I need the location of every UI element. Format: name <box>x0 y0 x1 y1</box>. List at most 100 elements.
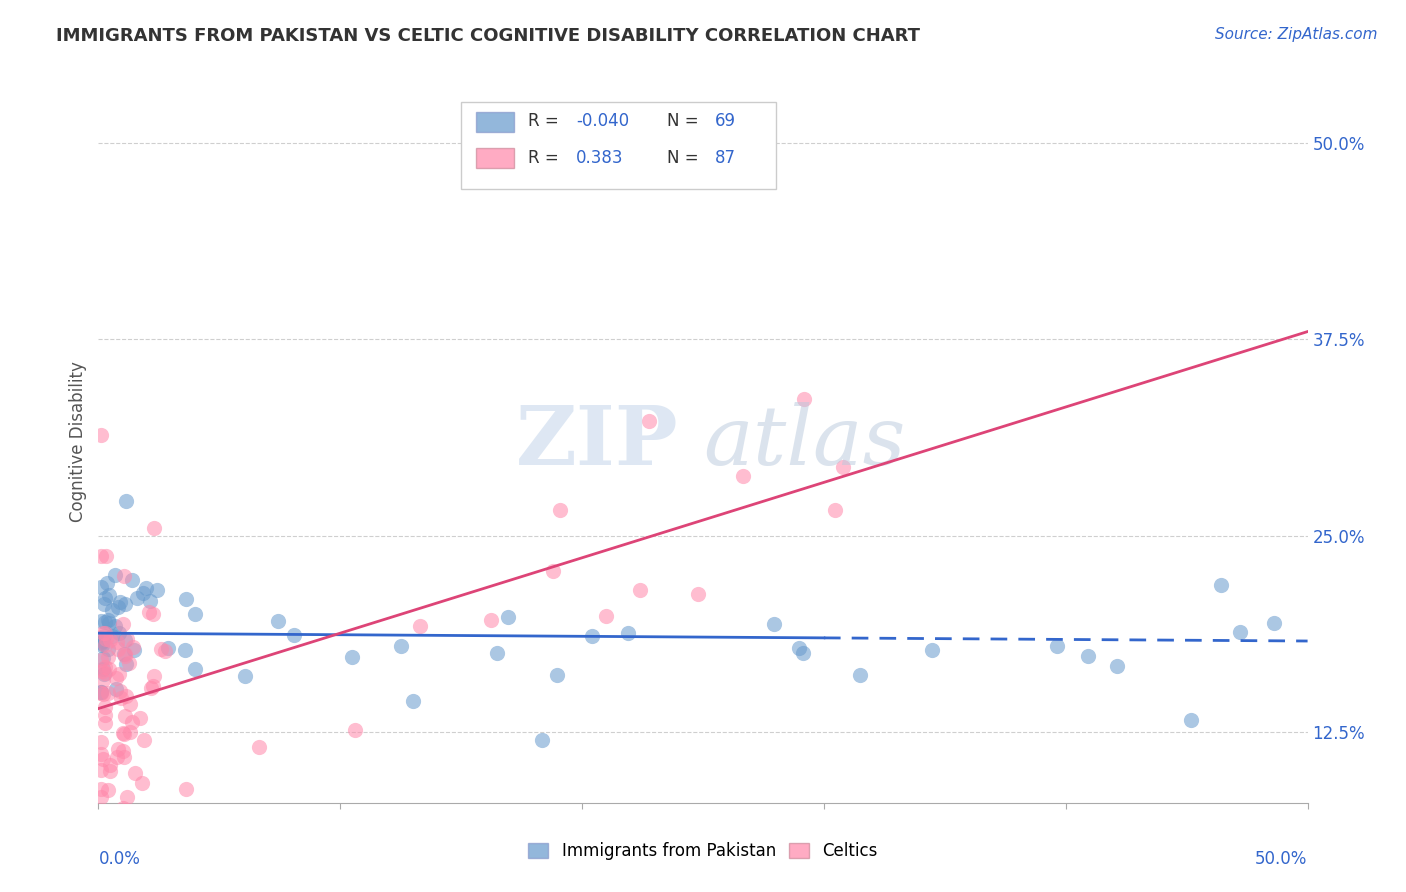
Text: 87: 87 <box>716 149 737 167</box>
Point <box>616 625 638 640</box>
Point <box>638 414 661 428</box>
Point <box>98 758 121 772</box>
Point <box>1180 713 1202 727</box>
Point <box>115 790 138 805</box>
Point <box>762 617 785 632</box>
Text: N =: N = <box>666 149 703 167</box>
FancyBboxPatch shape <box>475 148 515 169</box>
Point <box>91 625 114 640</box>
Point <box>97 686 120 700</box>
Point <box>115 632 138 647</box>
Point <box>149 641 172 656</box>
Point <box>184 607 207 621</box>
Y-axis label: Cognitive Disability: Cognitive Disability <box>69 361 87 522</box>
Point <box>111 826 134 840</box>
Point <box>112 617 135 632</box>
Point <box>90 789 112 804</box>
Point <box>122 640 145 655</box>
Point <box>94 716 117 731</box>
Point <box>100 629 122 643</box>
Point <box>115 494 138 508</box>
Point <box>114 709 136 723</box>
Point <box>114 689 136 703</box>
Point <box>104 567 127 582</box>
Point <box>90 685 112 699</box>
Point <box>541 564 564 578</box>
Point <box>94 632 117 646</box>
Point <box>104 671 127 685</box>
Text: -0.040: -0.040 <box>576 112 628 130</box>
Point <box>97 783 120 797</box>
Point <box>402 694 425 708</box>
Point <box>139 593 162 607</box>
Point <box>90 764 112 778</box>
FancyBboxPatch shape <box>475 112 515 132</box>
Point <box>184 662 207 676</box>
Point <box>97 662 120 676</box>
Point <box>112 749 135 764</box>
Point <box>107 641 129 656</box>
Point <box>108 595 131 609</box>
Point <box>132 585 155 599</box>
Point <box>90 781 112 796</box>
Point <box>173 643 195 657</box>
Point <box>90 614 112 628</box>
Point <box>356 847 378 862</box>
Point <box>174 591 197 606</box>
Point <box>146 583 169 598</box>
Point <box>105 681 128 696</box>
Point <box>343 723 366 737</box>
Point <box>142 607 165 622</box>
Point <box>174 781 197 796</box>
Point <box>90 735 112 749</box>
Point <box>90 428 112 442</box>
Point <box>107 742 129 756</box>
Point <box>114 648 136 662</box>
Point <box>91 687 114 701</box>
Text: 50.0%: 50.0% <box>1256 850 1308 868</box>
Point <box>93 673 115 687</box>
Point <box>530 733 553 747</box>
Point <box>832 460 855 475</box>
Point <box>90 634 112 648</box>
Point <box>142 679 165 693</box>
Point <box>107 666 129 681</box>
Point <box>93 650 115 665</box>
Point <box>97 588 120 602</box>
Point <box>792 646 814 660</box>
Point <box>94 591 117 605</box>
Point <box>1263 615 1285 630</box>
Point <box>91 638 114 652</box>
Text: R =: R = <box>527 112 564 130</box>
Point <box>108 684 131 698</box>
Point <box>90 685 112 699</box>
Point <box>112 727 135 741</box>
Point <box>93 667 115 681</box>
Point <box>93 707 115 722</box>
Point <box>114 648 136 662</box>
Point <box>267 614 290 628</box>
Point <box>479 614 502 628</box>
Point <box>104 619 127 633</box>
Point <box>118 725 141 739</box>
Point <box>849 668 872 682</box>
Point <box>114 657 136 672</box>
Point <box>90 844 112 858</box>
Point <box>96 576 118 591</box>
Point <box>94 666 117 681</box>
Text: 69: 69 <box>716 112 737 130</box>
Point <box>112 568 135 582</box>
Point <box>686 587 709 601</box>
Point <box>90 747 112 761</box>
Point <box>153 644 176 658</box>
Point <box>90 686 112 700</box>
Point <box>91 752 114 766</box>
Text: ZIP: ZIP <box>516 401 679 482</box>
Point <box>595 608 617 623</box>
Point <box>546 668 568 682</box>
Point <box>485 646 508 660</box>
Point <box>793 392 815 406</box>
Point <box>97 616 120 631</box>
Text: N =: N = <box>666 112 703 130</box>
Point <box>97 813 120 827</box>
